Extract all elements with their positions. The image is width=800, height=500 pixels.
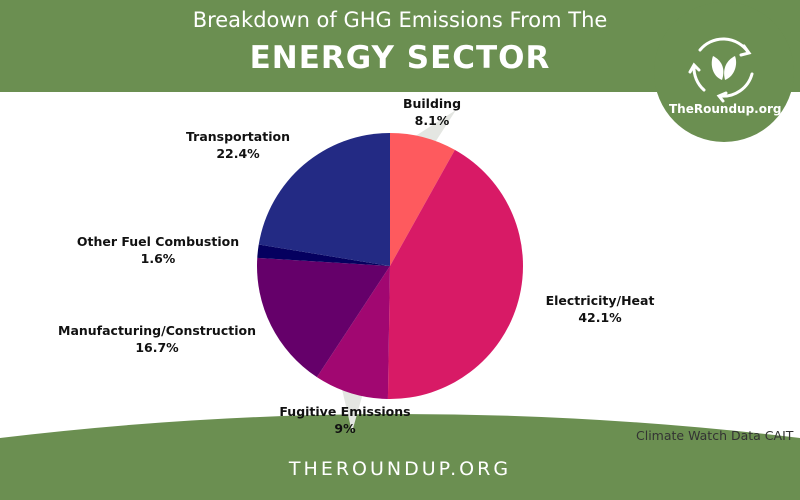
- slice-label-transportation: Transportation 22.4%: [186, 129, 290, 161]
- connector-fugitive-emissions: [341, 385, 364, 432]
- connector-building: [411, 110, 456, 145]
- slice-label-fugitive-emissions: Fugitive Emissions 9%: [279, 404, 411, 436]
- brand-name: TheRoundup.org: [669, 102, 782, 116]
- pie-slice-electricity-heat: [387, 149, 524, 399]
- pie-slice-manufacturing-construction: [257, 257, 390, 378]
- chart-title-line1: Breakdown of GHG Emissions From The: [192, 8, 608, 32]
- leaf-icon: [711, 56, 737, 80]
- pie-slice-building: [390, 133, 455, 266]
- label-connectors: [341, 110, 456, 432]
- recycle-leaf-icon: [688, 37, 754, 103]
- pie-slice-fugitive-emissions: [316, 266, 390, 399]
- slice-label-manufacturing-construction: Manufacturing/Construction 16.7%: [58, 323, 256, 355]
- logo-badge: [654, 2, 794, 142]
- pie-slice-other-fuel-combustion: [257, 244, 390, 266]
- source-note: Climate Watch Data CAIT: [636, 428, 794, 443]
- slice-label-electricity-heat: Electricity/Heat 42.1%: [545, 293, 655, 325]
- footer-wave: [0, 414, 800, 500]
- pie-chart: [257, 133, 524, 399]
- chart-title-line2: ENERGY SECTOR: [249, 40, 551, 76]
- slice-label-building: Building 8.1%: [402, 96, 462, 128]
- slice-label-other-fuel-combustion: Other Fuel Combustion 1.6%: [76, 234, 240, 266]
- logo-circle: [654, 2, 794, 142]
- pie-slice-transportation: [258, 133, 390, 266]
- footer-website: THEROUNDUP.ORG: [288, 458, 512, 480]
